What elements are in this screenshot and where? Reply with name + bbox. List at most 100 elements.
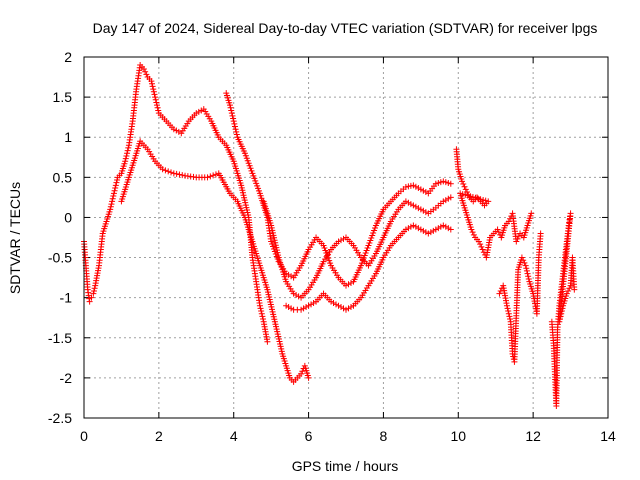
x-axis-label: GPS time / hours xyxy=(292,458,399,474)
data-point xyxy=(268,238,275,245)
data-point xyxy=(152,94,159,101)
data-point xyxy=(258,308,265,315)
data-point xyxy=(571,286,578,293)
y-tick-label: -1.5 xyxy=(48,330,72,346)
data-point xyxy=(229,112,236,119)
data-point xyxy=(154,104,161,111)
data-point xyxy=(469,229,476,236)
data-point xyxy=(88,294,95,301)
data-point xyxy=(110,193,117,200)
data-point xyxy=(228,110,235,117)
data-point xyxy=(230,118,237,125)
data-point xyxy=(371,227,378,234)
data-point xyxy=(173,170,180,177)
data-point xyxy=(253,180,260,187)
y-tick-label: 1 xyxy=(64,129,72,145)
data-point xyxy=(523,267,530,274)
data-point xyxy=(506,313,513,320)
data-point xyxy=(257,305,264,312)
data-point xyxy=(108,201,115,208)
data-point xyxy=(298,370,305,377)
data-point xyxy=(230,115,237,122)
data-point xyxy=(148,80,155,87)
y-tick-label: -2.5 xyxy=(48,410,72,426)
data-point xyxy=(244,157,251,164)
data-point xyxy=(520,257,527,264)
data-point xyxy=(366,240,373,247)
data-series xyxy=(548,210,578,409)
data-point xyxy=(521,259,528,266)
data-point xyxy=(151,91,158,98)
data-series xyxy=(496,230,544,365)
x-tick-label: 2 xyxy=(155,428,163,444)
data-point xyxy=(507,316,514,323)
data-point xyxy=(475,195,482,202)
data-point xyxy=(179,172,186,179)
data-point xyxy=(299,368,306,375)
data-series xyxy=(453,146,535,261)
y-tick-label: 0 xyxy=(64,209,72,225)
data-point xyxy=(447,194,454,201)
data-point xyxy=(150,88,157,95)
data-point xyxy=(248,167,255,174)
data-series xyxy=(283,222,454,313)
data-point xyxy=(513,238,520,245)
data-point xyxy=(459,178,466,185)
data-point xyxy=(461,183,468,190)
data-point xyxy=(249,170,256,177)
data-point xyxy=(226,102,233,109)
data-point xyxy=(107,203,114,210)
data-point xyxy=(504,305,511,312)
data-point xyxy=(252,177,259,184)
data-point xyxy=(556,316,563,323)
plot-area xyxy=(81,62,578,409)
data-point xyxy=(212,171,219,178)
data-point xyxy=(477,241,484,248)
data-point xyxy=(537,230,544,237)
data-point xyxy=(123,152,130,159)
data-point xyxy=(525,273,532,280)
data-point xyxy=(469,194,476,201)
data-point xyxy=(113,179,120,186)
data-point xyxy=(259,313,266,320)
data-point xyxy=(162,167,169,174)
data-point xyxy=(90,290,97,297)
data-point xyxy=(122,158,129,165)
data-series xyxy=(118,138,312,385)
x-tick-label: 12 xyxy=(525,428,541,444)
data-point xyxy=(482,197,489,204)
data-point xyxy=(480,196,487,203)
data-point xyxy=(110,190,117,197)
data-point xyxy=(322,247,329,254)
data-point xyxy=(321,245,328,252)
y-tick-label: 1.5 xyxy=(53,89,73,105)
data-point xyxy=(91,285,98,292)
data-point xyxy=(258,310,265,317)
data-point xyxy=(522,262,529,269)
data-point xyxy=(556,318,563,325)
data-point xyxy=(447,180,454,187)
x-tick-label: 4 xyxy=(230,428,238,444)
data-point xyxy=(505,308,512,315)
data-point xyxy=(155,107,162,114)
data-point xyxy=(243,155,250,162)
data-point xyxy=(324,252,331,259)
data-point xyxy=(109,198,116,205)
data-point xyxy=(528,210,535,217)
data-point xyxy=(256,302,263,309)
data-point xyxy=(361,252,368,259)
data-point xyxy=(558,308,565,315)
data-point xyxy=(368,235,375,242)
data-point xyxy=(176,171,183,178)
data-point xyxy=(251,175,258,182)
x-tick-label: 14 xyxy=(600,428,616,444)
data-point xyxy=(204,174,211,181)
data-point xyxy=(320,242,327,249)
data-point xyxy=(505,310,512,317)
data-point xyxy=(326,257,333,264)
y-tick-label: -2 xyxy=(60,370,73,386)
data-point xyxy=(464,192,471,199)
data-point xyxy=(462,191,469,198)
data-point xyxy=(109,195,116,202)
y-tick-label: -1 xyxy=(60,290,73,306)
